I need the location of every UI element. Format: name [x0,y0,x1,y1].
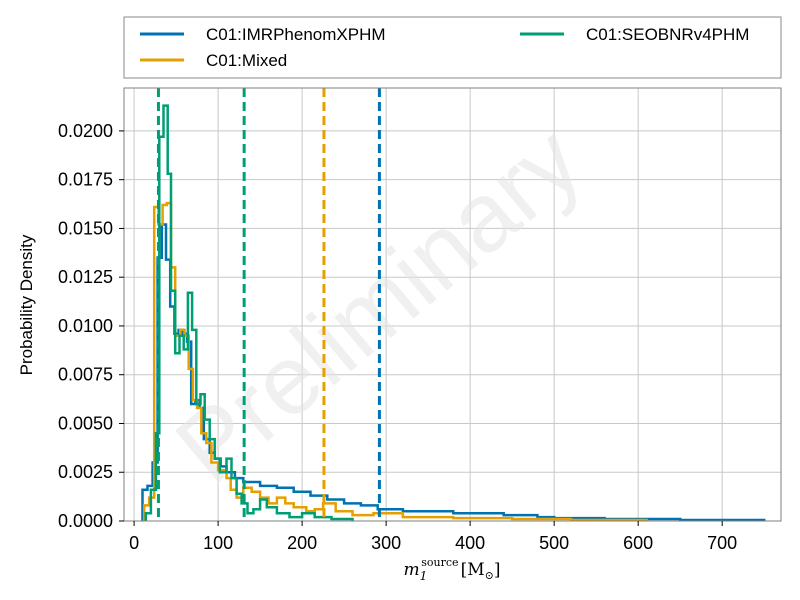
legend-frame [123,16,782,79]
y-tick-label: 0.0100 [58,316,113,336]
y-tick-label: 0.0150 [58,218,113,238]
x-axis-label-superscript: source [421,556,458,569]
legend: C01:IMRPhenomXPHM C01:Mixed C01:SEOBNRv4… [123,16,782,79]
series-layer [141,104,766,521]
gridlines [124,88,781,522]
x-axis-label-unit-subscript: ⊙ [485,569,494,582]
x-tick-label: 400 [455,533,485,553]
y-axis-label: Probability Density [17,234,36,375]
x-axis-label-main: m [404,560,420,580]
plot-area [124,88,781,521]
x-axis-label: m1source [M⊙] [404,556,501,583]
x-axis-label-subscript: 1 [420,569,428,583]
x-tick-label: 0 [129,533,139,553]
legend-label-mixed: C01:Mixed [206,51,287,70]
x-tick-label: 700 [707,533,737,553]
plot-frame [123,87,782,522]
x-tick-label: 200 [287,533,317,553]
x-tick-label: 600 [623,533,653,553]
x-axis-ticks: 0 100 200 300 400 500 600 700 [129,521,737,553]
legend-label-imrphenomxphm: C01:IMRPhenomXPHM [206,25,386,44]
y-tick-label: 0.0125 [58,267,113,287]
y-tick-label: 0.0175 [58,170,113,190]
y-axis-ticks: 0.0000 0.0025 0.0050 0.0075 0.0100 0.0125 0.01… [58,121,124,531]
y-tick-label: 0.0075 [58,365,113,385]
x-tick-label: 500 [539,533,569,553]
histogram-seobnrv4phm [144,104,354,521]
y-tick-label: 0.0000 [58,511,113,531]
y-tick-label: 0.0050 [58,413,113,433]
x-tick-label: 300 [371,533,401,553]
x-axis-label-unit-close: ] [494,560,501,580]
credible-interval-lines [156,88,381,521]
legend-label-seobnrv4phm: C01:SEOBNRv4PHM [586,25,749,44]
y-tick-label: 0.0200 [58,121,113,141]
y-tick-label: 0.0025 [58,462,113,482]
x-axis-label-unit: [M [461,560,485,580]
x-tick-label: 100 [203,533,233,553]
